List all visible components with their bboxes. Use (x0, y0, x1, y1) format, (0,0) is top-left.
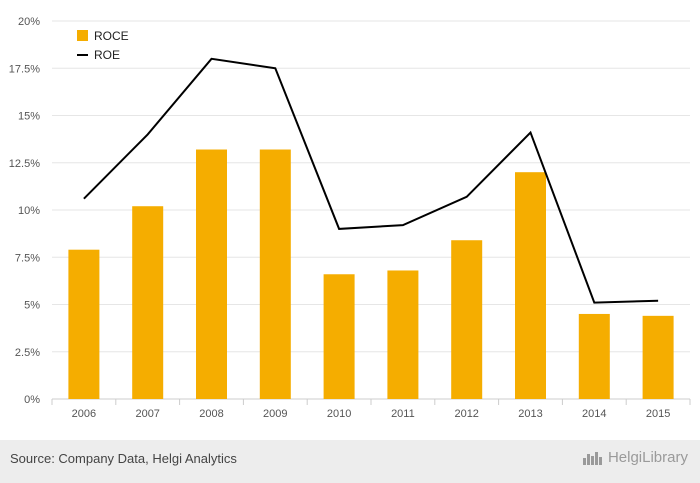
x-tick-label: 2009 (263, 408, 287, 420)
legend-swatch-roce (77, 30, 88, 41)
x-tick-label: 2012 (454, 408, 478, 420)
y-tick-label: 12.5% (9, 158, 40, 170)
bar-roce (642, 315, 674, 399)
y-tick-label: 17.5% (9, 63, 40, 75)
x-tick-label: 2006 (72, 408, 96, 420)
x-tick-label: 2015 (646, 408, 670, 420)
y-tick-label: 2.5% (15, 347, 40, 359)
y-tick-label: 7.5% (15, 252, 40, 264)
y-tick-label: 10% (18, 205, 40, 217)
helgi-skyline-icon (582, 451, 602, 465)
x-tick-label: 2010 (327, 408, 351, 420)
y-tick-label: 0% (24, 394, 40, 406)
y-tick-label: 20% (18, 16, 40, 28)
x-tick-label: 2014 (582, 408, 606, 420)
y-tick-label: 5% (24, 300, 40, 312)
x-tick-label: 2008 (199, 408, 223, 420)
legend-label-roe: ROE (94, 48, 120, 62)
legend-label-roce: ROCE (94, 29, 129, 43)
y-tick-label: 15% (18, 111, 40, 123)
source-note: Source: Company Data, Helgi Analytics (10, 451, 237, 466)
bar-roce (196, 149, 227, 399)
x-tick-label: 2013 (518, 408, 542, 420)
bar-roce (387, 270, 419, 399)
line-roe (83, 57, 659, 304)
bar-roce (578, 313, 610, 399)
bar-roce (132, 206, 164, 399)
bar-roce (451, 240, 483, 399)
brand-logo: HelgiLibrary (582, 449, 688, 466)
x-tick-label: 2011 (391, 408, 415, 420)
combo-chart: 0% 2.5% 5% 7.5% 10% 12.5% 15% 17.5% 20% 2006 2007 2… (9, 16, 691, 420)
bar-roce (68, 249, 100, 399)
bar-roce (515, 172, 546, 399)
brand-name: HelgiLibrary (607, 449, 688, 466)
bar-roce (259, 149, 291, 399)
x-tick-label: 2007 (135, 408, 159, 420)
bar-roce (323, 274, 355, 399)
